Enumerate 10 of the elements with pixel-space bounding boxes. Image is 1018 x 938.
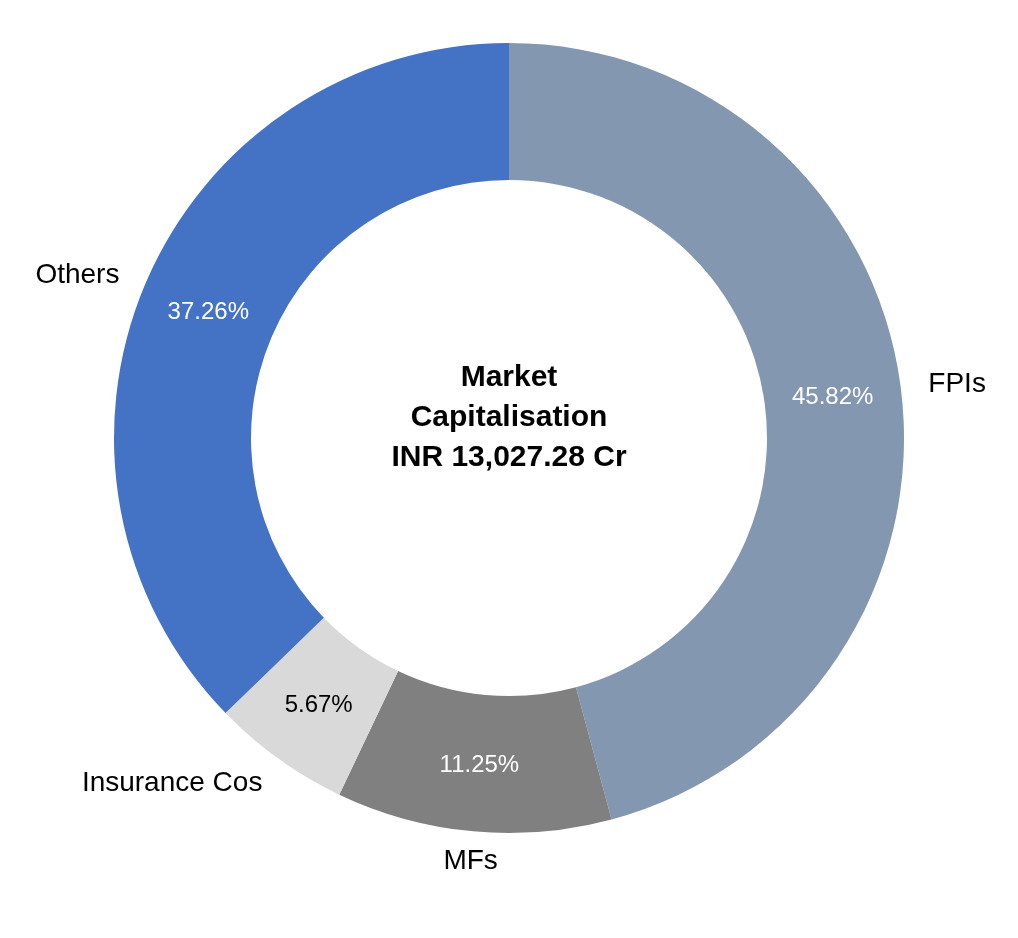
data-label: 45.82% [791,381,874,409]
text: Market Capitalisation [410,359,608,432]
data-label: 11.25% [439,749,520,777]
slice-label: Others [35,257,120,289]
data-label: 37.26% [167,297,250,325]
text: INR 13,027.28 Cr [391,439,627,472]
data-label: 5.67% [284,689,353,717]
slice-label: FPIs [928,367,986,399]
slice-label: MFs [443,843,498,875]
slice-label: Insurance Cos [81,766,263,798]
